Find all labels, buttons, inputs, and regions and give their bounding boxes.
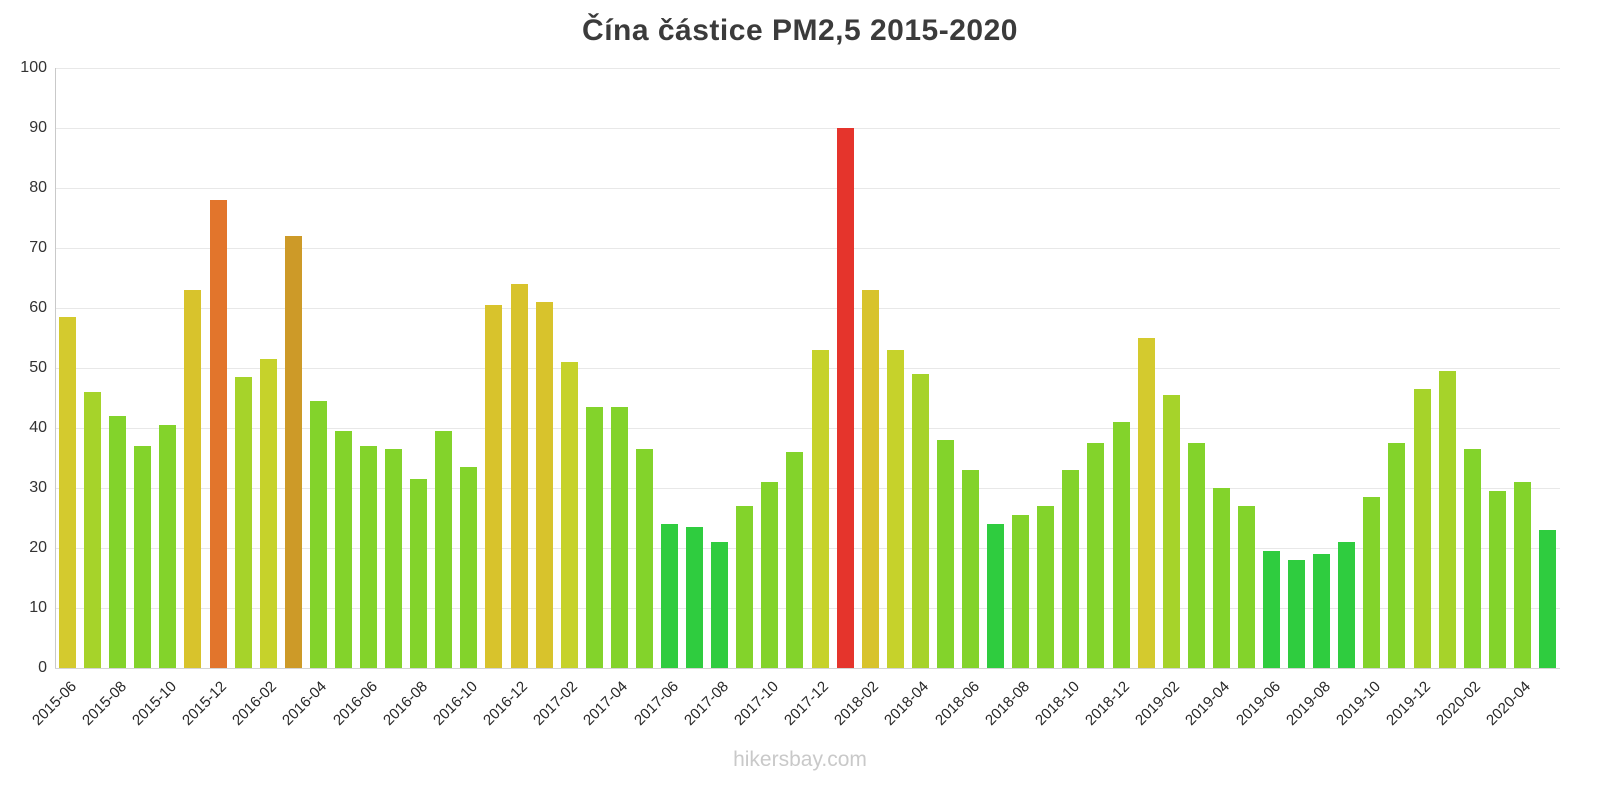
- bar-2019-07: [1288, 560, 1306, 668]
- watermark: hikersbay.com: [733, 748, 867, 771]
- bar-2016-11: [485, 305, 503, 668]
- bar-2018-02: [861, 290, 879, 668]
- chart-title: Čína částice PM2,5 2015-2020: [582, 14, 1018, 47]
- gridline-100: [55, 68, 1560, 69]
- bar-2019-02: [1162, 395, 1180, 668]
- bar-2015-09: [134, 446, 152, 668]
- bar-2017-09: [736, 506, 754, 668]
- bar-2015-11: [184, 290, 202, 668]
- bar-2017-01: [535, 302, 553, 668]
- bar-2017-11: [786, 452, 804, 668]
- bar-2017-02: [560, 362, 578, 668]
- bar-2016-07: [385, 449, 403, 668]
- bar-2015-08: [109, 416, 127, 668]
- bar-2015-12: [209, 200, 227, 668]
- y-axis-label-30: 30: [29, 479, 47, 496]
- bar-2017-08: [711, 542, 729, 668]
- bar-2017-12: [811, 350, 829, 668]
- bar-2017-10: [761, 482, 779, 668]
- gridline-30: [55, 488, 1560, 489]
- y-axis-label-50: 50: [29, 359, 47, 376]
- bar-2018-10: [1062, 470, 1080, 668]
- y-axis-label-90: 90: [29, 119, 47, 136]
- y-axis-label-0: 0: [38, 659, 47, 676]
- bar-2016-02: [259, 359, 277, 668]
- bar-2016-12: [510, 284, 528, 668]
- y-axis-line: [55, 68, 56, 668]
- bar-2020-04: [1513, 482, 1531, 668]
- bar-2018-04: [911, 374, 929, 668]
- bar-2017-06: [661, 524, 679, 668]
- bar-2020-03: [1488, 491, 1506, 668]
- bar-2016-06: [360, 446, 378, 668]
- x-axis-line: [55, 668, 1560, 669]
- bar-2015-07: [84, 392, 102, 668]
- bar-2019-01: [1137, 338, 1155, 668]
- bar-2016-04: [309, 401, 327, 668]
- bar-2019-08: [1313, 554, 1331, 668]
- bar-2018-05: [936, 440, 954, 668]
- y-axis-label-80: 80: [29, 179, 47, 196]
- bar-2016-09: [435, 431, 453, 668]
- gridline-60: [55, 308, 1560, 309]
- gridline-70: [55, 248, 1560, 249]
- bar-2015-06: [59, 317, 77, 668]
- bar-2020-01: [1438, 371, 1456, 668]
- bar-2015-10: [159, 425, 177, 668]
- gridline-90: [55, 128, 1560, 129]
- bar-2016-03: [284, 236, 302, 668]
- bar-2018-11: [1087, 443, 1105, 668]
- gridline-10: [55, 608, 1560, 609]
- y-axis-label-20: 20: [29, 539, 47, 556]
- bar-2018-09: [1037, 506, 1055, 668]
- bar-2017-07: [686, 527, 704, 668]
- bar-2018-12: [1112, 422, 1130, 668]
- y-axis-label-10: 10: [29, 599, 47, 616]
- gridline-80: [55, 188, 1560, 189]
- bar-2016-01: [234, 377, 252, 668]
- bar-2017-05: [635, 449, 653, 668]
- y-axis-label-100: 100: [20, 59, 47, 76]
- bar-2018-03: [886, 350, 904, 668]
- bar-2017-03: [585, 407, 603, 668]
- gridline-50: [55, 368, 1560, 369]
- y-axis-label-70: 70: [29, 239, 47, 256]
- bar-2018-01: [836, 128, 854, 668]
- bar-2017-04: [610, 407, 628, 668]
- bar-2018-07: [987, 524, 1005, 668]
- gridline-20: [55, 548, 1560, 549]
- y-axis-label-40: 40: [29, 419, 47, 436]
- bar-2019-06: [1263, 551, 1281, 668]
- y-axis-label-60: 60: [29, 299, 47, 316]
- bar-2019-03: [1187, 443, 1205, 668]
- bar-2016-10: [460, 467, 478, 668]
- bar-2020-05: [1538, 530, 1556, 668]
- bar-2020-02: [1463, 449, 1481, 668]
- bar-2019-04: [1212, 488, 1230, 668]
- bar-2019-12: [1413, 389, 1431, 668]
- bar-2019-05: [1237, 506, 1255, 668]
- bar-2018-06: [962, 470, 980, 668]
- bar-2019-11: [1388, 443, 1406, 668]
- bar-2018-08: [1012, 515, 1030, 668]
- bar-2016-05: [334, 431, 352, 668]
- gridline-40: [55, 428, 1560, 429]
- bar-2016-08: [410, 479, 428, 668]
- bar-2019-09: [1338, 542, 1356, 668]
- bar-2019-10: [1363, 497, 1381, 668]
